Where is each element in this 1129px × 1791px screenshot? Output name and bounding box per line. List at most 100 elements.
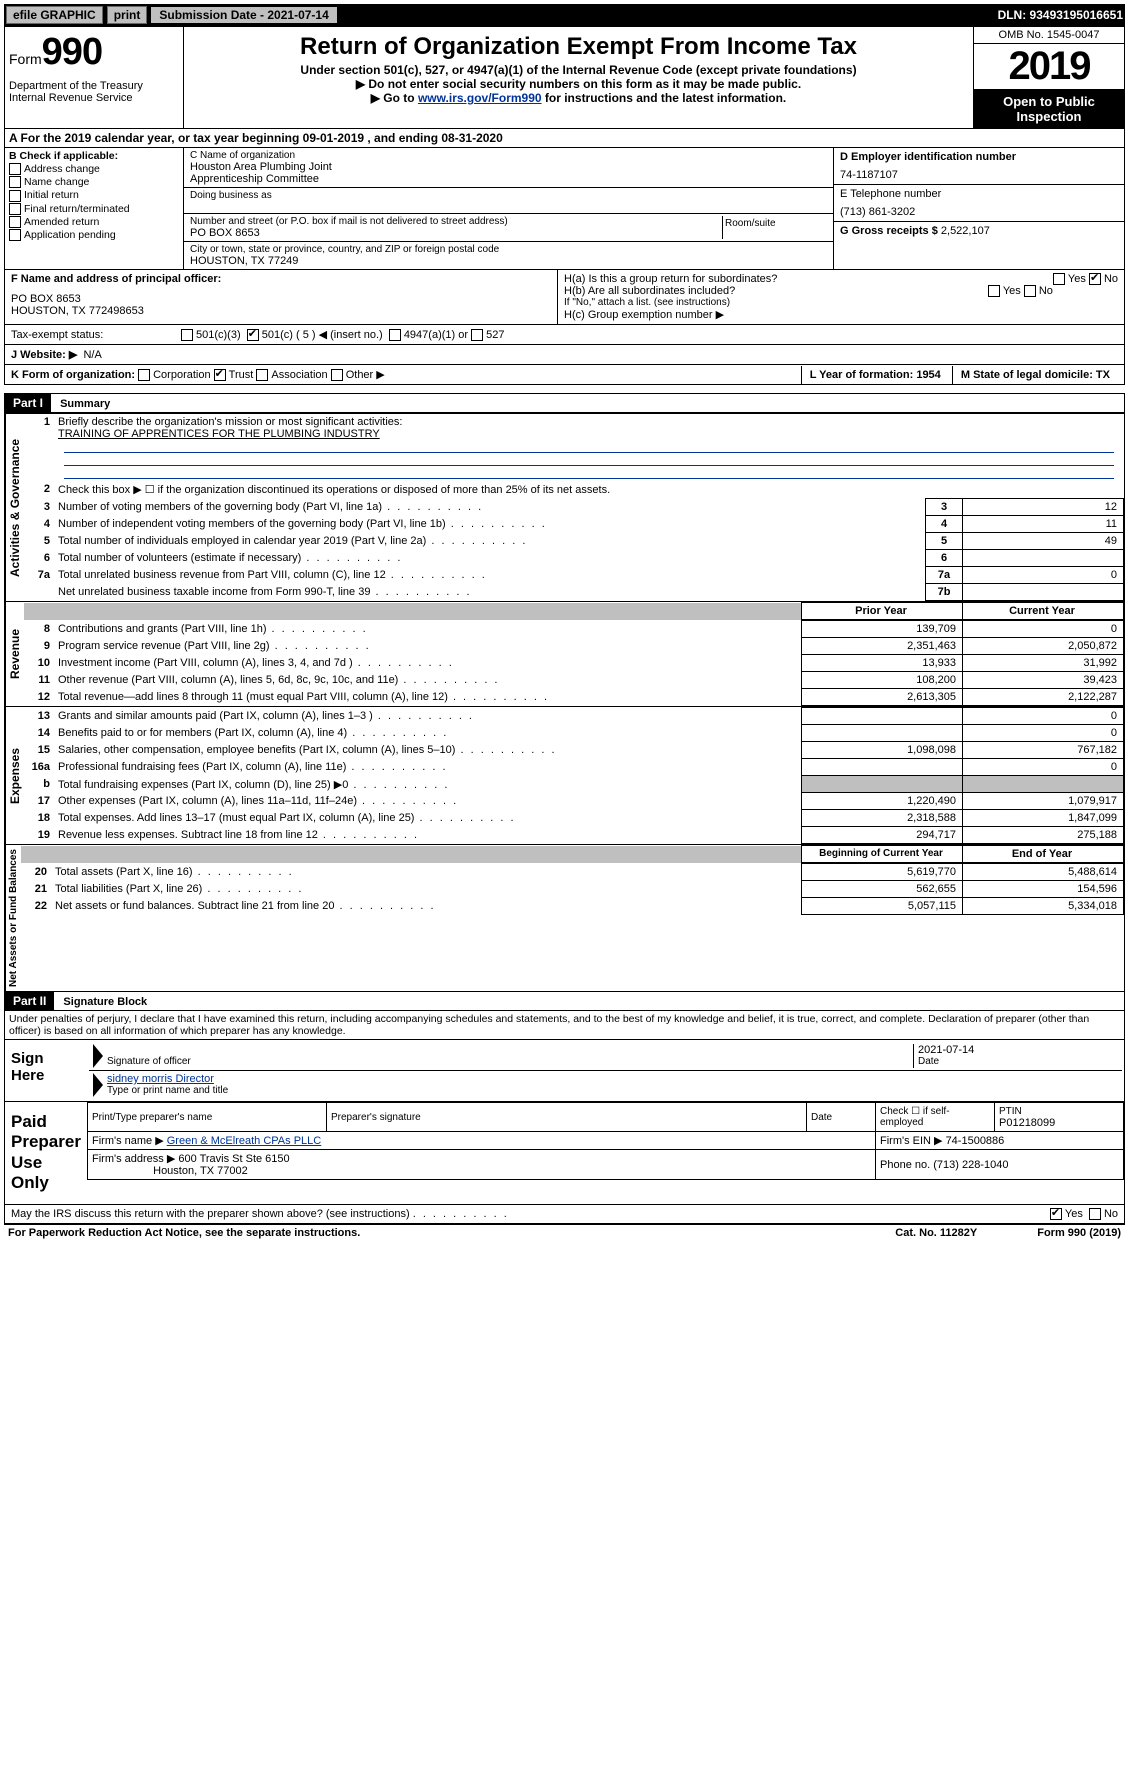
sub3b: for instructions and the latest informat…	[542, 91, 787, 105]
top-bar: efile GRAPHIC print Submission Date - 20…	[4, 4, 1125, 26]
self-employed-check[interactable]: Check ☐ if self-employed	[876, 1103, 995, 1132]
signature-block: Sign Here Signature of officer 2021-07-1…	[4, 1040, 1125, 1102]
chk-initial-return[interactable]: Initial return	[9, 189, 179, 201]
prep-name-label: Print/Type preparer's name	[92, 1112, 212, 1123]
pra-notice: For Paperwork Reduction Act Notice, see …	[8, 1227, 360, 1239]
chk-application-pending[interactable]: Application pending	[9, 229, 179, 241]
prep-phone-label: Phone no.	[880, 1159, 930, 1171]
summary-line: 21Total liabilities (Part X, line 26)562…	[21, 881, 1124, 898]
lbl-trust: Trust	[229, 369, 254, 381]
box-c: C Name of organization Houston Area Plum…	[184, 148, 833, 269]
irs-link[interactable]: www.irs.gov/Form990	[418, 91, 542, 105]
sign-here-label: Sign Here	[5, 1040, 87, 1101]
tax-year: 2019	[974, 44, 1124, 90]
org-name-1: Houston Area Plumbing Joint	[190, 161, 827, 173]
footer: For Paperwork Reduction Act Notice, see …	[4, 1224, 1125, 1241]
discuss-yes[interactable]	[1050, 1208, 1062, 1220]
print-button[interactable]: print	[107, 6, 148, 24]
discuss-label: May the IRS discuss this return with the…	[11, 1208, 410, 1220]
phone-label: E Telephone number	[840, 188, 1118, 200]
summary-line: 4Number of independent voting members of…	[24, 516, 1124, 533]
row-a-tax-year: A For the 2019 calendar year, or tax yea…	[4, 129, 1125, 148]
mission-text: TRAINING OF APPRENTICES FOR THE PLUMBING…	[58, 428, 380, 440]
summary-line: 19Revenue less expenses. Subtract line 1…	[24, 827, 1124, 844]
col-current-year: Current Year	[963, 603, 1124, 620]
summary-line: 3Number of voting members of the governi…	[24, 499, 1124, 516]
prep-date-label: Date	[811, 1112, 832, 1123]
lbl-corp: Corporation	[153, 369, 210, 381]
legal-domicile: M State of legal domicile: TX	[952, 366, 1118, 384]
summary-line: 20Total assets (Part X, line 16)5,619,77…	[21, 864, 1124, 881]
perjury-statement: Under penalties of perjury, I declare th…	[5, 1011, 1124, 1039]
chk-527[interactable]	[471, 329, 483, 341]
firm-name[interactable]: Green & McElreath CPAs PLLC	[167, 1135, 321, 1147]
side-governance: Activities & Governance	[5, 414, 24, 601]
col-begin-year: Beginning of Current Year	[802, 846, 963, 863]
h-c: H(c) Group exemption number ▶	[564, 308, 1118, 321]
firm-ein-label: Firm's EIN ▶	[880, 1135, 943, 1147]
summary-line: 22Net assets or fund balances. Subtract …	[21, 898, 1124, 915]
side-expenses: Expenses	[5, 707, 24, 844]
sig-date-label: Date	[918, 1056, 1118, 1067]
sig-officer-label: Signature of officer	[107, 1056, 913, 1067]
discuss-row: May the IRS discuss this return with the…	[4, 1205, 1125, 1224]
firm-addr2: Houston, TX 77002	[153, 1165, 248, 1177]
form-title: Return of Organization Exempt From Incom…	[188, 33, 969, 61]
summary-line: 13Grants and similar amounts paid (Part …	[24, 708, 1124, 725]
summary-line: 15Salaries, other compensation, employee…	[24, 742, 1124, 759]
ein-label: D Employer identification number	[840, 151, 1118, 163]
chk-501c3[interactable]	[181, 329, 193, 341]
arrow-icon	[93, 1073, 103, 1097]
subtitle-1: Under section 501(c), 527, or 4947(a)(1)…	[188, 63, 969, 77]
lbl-527: 527	[486, 329, 504, 341]
lbl-4947: 4947(a)(1) or	[404, 329, 468, 341]
cat-no: Cat. No. 11282Y	[895, 1227, 977, 1239]
officer-group-row: F Name and address of principal officer:…	[4, 270, 1125, 325]
chk-trust[interactable]	[214, 369, 226, 381]
chk-corp[interactable]	[138, 369, 150, 381]
subtitle-3: ▶ Go to www.irs.gov/Form990 for instruct…	[188, 91, 969, 105]
gross-receipts-label: G Gross receipts $	[840, 225, 938, 237]
sig-date: 2021-07-14	[918, 1044, 1118, 1056]
dba-label: Doing business as	[190, 190, 827, 201]
form-number: Form990	[9, 31, 179, 74]
paid-preparer-label: Paid Preparer Use Only	[5, 1102, 87, 1204]
part2-header: Part II	[5, 992, 54, 1010]
firm-ein: 74-1500886	[946, 1135, 1005, 1147]
chk-501c[interactable]	[247, 329, 259, 341]
chk-name-change[interactable]: Name change	[9, 176, 179, 188]
k-label: K Form of organization:	[11, 369, 135, 381]
lbl-501c3: 501(c)(3)	[196, 329, 241, 341]
year-formation: L Year of formation: 1954	[801, 366, 949, 384]
h-b: H(b) Are all subordinates included? Yes …	[564, 285, 1118, 297]
chk-other[interactable]	[331, 369, 343, 381]
room-label: Room/suite	[723, 216, 827, 239]
lbl-other: Other ▶	[346, 368, 385, 381]
dept1: Department of the Treasury	[9, 80, 179, 92]
website-value: N/A	[83, 349, 101, 361]
discuss-no[interactable]	[1089, 1208, 1101, 1220]
line-2: Check this box ▶ ☐ if the organization d…	[54, 481, 1124, 498]
summary-line: 14Benefits paid to or for members (Part …	[24, 725, 1124, 742]
firm-addr1: 600 Travis St Ste 6150	[178, 1153, 289, 1165]
summary-line: 17Other expenses (Part IX, column (A), l…	[24, 793, 1124, 810]
chk-4947[interactable]	[389, 329, 401, 341]
chk-address-change[interactable]: Address change	[9, 163, 179, 175]
open-to-public: Open to Public Inspection	[974, 90, 1124, 128]
chk-assoc[interactable]	[256, 369, 268, 381]
summary-line: 18Total expenses. Add lines 13–17 (must …	[24, 810, 1124, 827]
officer-addr2: HOUSTON, TX 772498653	[11, 305, 551, 317]
form-footer: Form 990 (2019)	[1037, 1227, 1121, 1239]
tax-status-row: Tax-exempt status: 501(c)(3) 501(c) ( 5 …	[4, 325, 1125, 345]
ptin-label: PTIN	[999, 1106, 1022, 1117]
form-header: Form990 Department of the Treasury Inter…	[4, 26, 1125, 129]
chk-final-return[interactable]: Final return/terminated	[9, 203, 179, 215]
box-b-label: B Check if applicable:	[9, 150, 179, 162]
officer-name[interactable]: sidney morris Director	[107, 1073, 214, 1085]
chk-amended[interactable]: Amended return	[9, 216, 179, 228]
dept2: Internal Revenue Service	[9, 92, 179, 104]
omb-number: OMB No. 1545-0047	[974, 27, 1124, 44]
part2-title: Signature Block	[63, 996, 147, 1008]
officer-label: F Name and address of principal officer:	[11, 273, 551, 285]
summary-line: 10Investment income (Part VIII, column (…	[24, 655, 1124, 672]
